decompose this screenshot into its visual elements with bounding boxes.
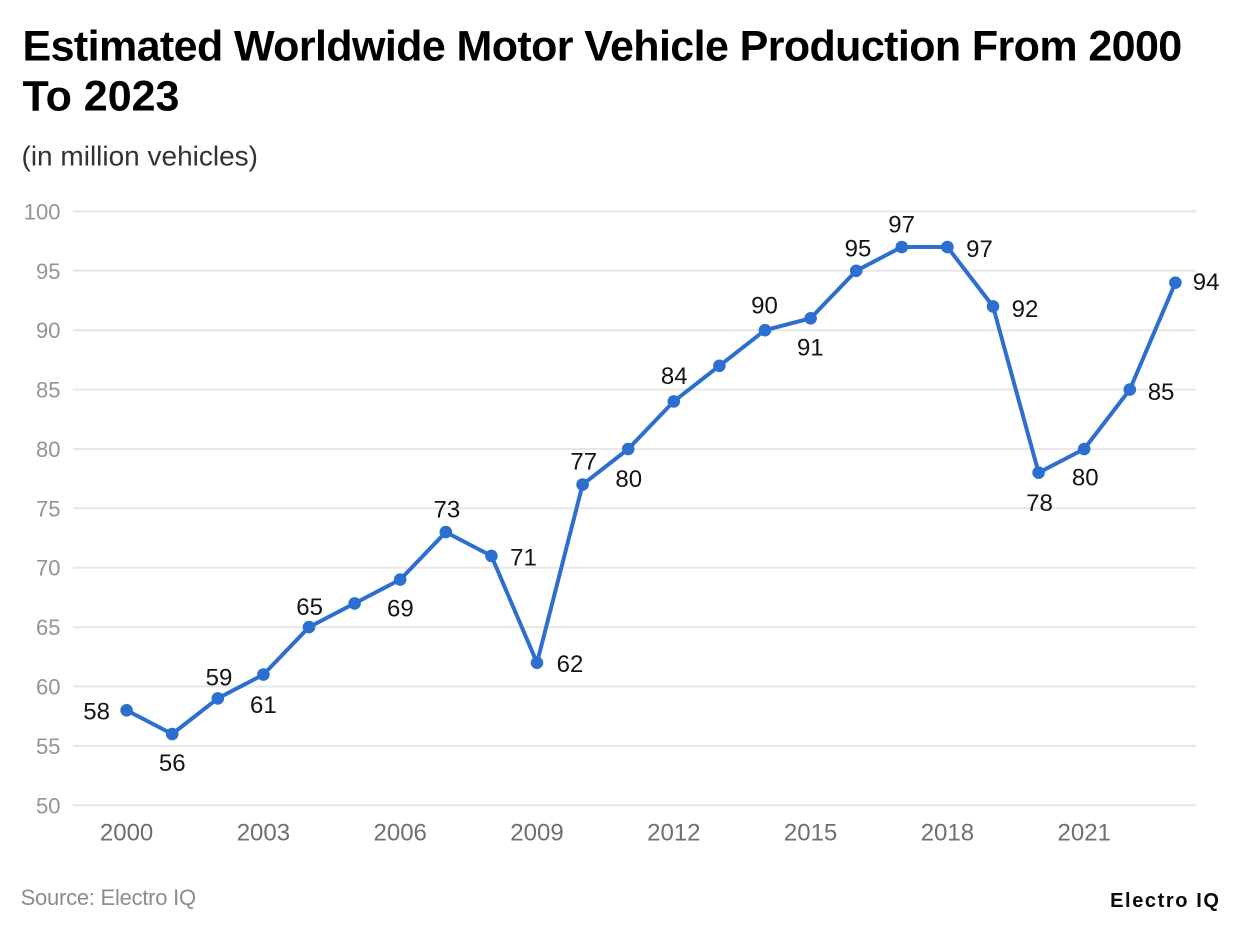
svg-text:2009: 2009 xyxy=(510,819,563,846)
svg-text:80: 80 xyxy=(615,466,642,493)
svg-text:2018: 2018 xyxy=(921,819,974,846)
svg-text:94: 94 xyxy=(1193,269,1220,296)
svg-text:80: 80 xyxy=(36,437,60,462)
svg-text:95: 95 xyxy=(36,259,60,284)
svg-text:77: 77 xyxy=(570,449,597,476)
svg-text:100: 100 xyxy=(24,199,61,224)
svg-text:2021: 2021 xyxy=(1058,819,1111,846)
svg-text:2006: 2006 xyxy=(374,819,427,846)
svg-text:90: 90 xyxy=(36,318,60,343)
svg-text:(in million vehicles): (in million vehicles) xyxy=(22,141,259,172)
svg-text:2003: 2003 xyxy=(237,819,290,846)
svg-text:65: 65 xyxy=(296,594,323,621)
svg-text:58: 58 xyxy=(83,699,110,726)
svg-text:73: 73 xyxy=(434,497,461,524)
svg-text:Source: Electro IQ: Source: Electro IQ xyxy=(21,885,196,910)
svg-text:56: 56 xyxy=(159,750,186,777)
svg-text:75: 75 xyxy=(36,496,60,521)
svg-text:92: 92 xyxy=(1012,296,1039,323)
svg-text:78: 78 xyxy=(1026,490,1053,517)
svg-text:71: 71 xyxy=(510,544,537,571)
svg-text:65: 65 xyxy=(36,615,60,640)
svg-text:97: 97 xyxy=(966,236,993,263)
svg-text:95: 95 xyxy=(845,236,872,263)
svg-text:85: 85 xyxy=(1148,379,1175,406)
svg-text:90: 90 xyxy=(751,293,778,320)
svg-text:55: 55 xyxy=(36,734,60,759)
svg-text:To 2023: To 2023 xyxy=(23,73,180,121)
svg-text:Estimated Worldwide Motor Vehi: Estimated Worldwide Motor Vehicle Produc… xyxy=(23,23,1182,71)
svg-text:60: 60 xyxy=(36,675,60,700)
svg-text:69: 69 xyxy=(387,596,414,623)
svg-text:50: 50 xyxy=(36,793,60,818)
svg-text:62: 62 xyxy=(557,651,584,678)
svg-text:70: 70 xyxy=(36,556,60,581)
svg-text:2015: 2015 xyxy=(784,819,837,846)
svg-text:2012: 2012 xyxy=(647,819,700,846)
svg-text:61: 61 xyxy=(250,692,277,719)
svg-text:59: 59 xyxy=(206,665,233,692)
svg-text:Electro IQ: Electro IQ xyxy=(1110,890,1220,912)
svg-text:84: 84 xyxy=(661,363,688,390)
svg-text:80: 80 xyxy=(1072,464,1099,491)
svg-text:85: 85 xyxy=(36,378,60,403)
svg-text:97: 97 xyxy=(888,211,915,238)
svg-text:91: 91 xyxy=(797,335,824,362)
svg-text:2000: 2000 xyxy=(100,819,153,846)
